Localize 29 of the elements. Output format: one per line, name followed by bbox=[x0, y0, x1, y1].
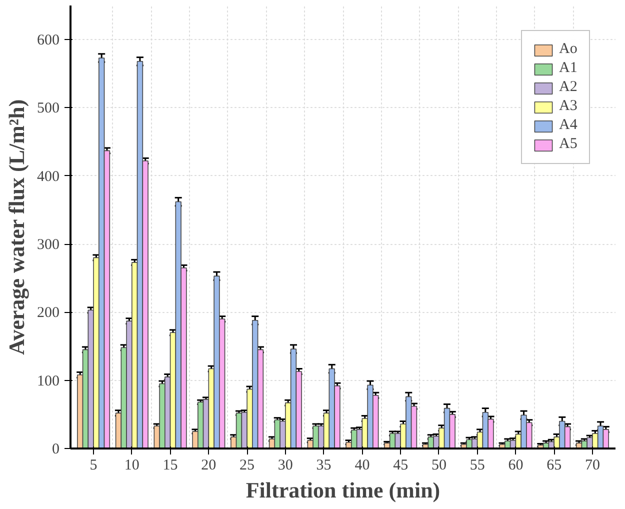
y-tick-label: 400 bbox=[37, 168, 60, 185]
x-axis-title: Filtration time (min) bbox=[246, 478, 440, 502]
x-tick-label: 65 bbox=[546, 458, 562, 474]
x-tick-label: 15 bbox=[162, 458, 178, 474]
y-axis-title: Average water flux (L/m²h) bbox=[4, 99, 29, 356]
x-tick-label: 35 bbox=[316, 458, 332, 474]
x-tick-label: 55 bbox=[470, 458, 485, 474]
x-tick-label: 5 bbox=[90, 458, 98, 474]
x-tick-label: 10 bbox=[124, 458, 140, 474]
legend-label: A4 bbox=[559, 117, 578, 134]
x-tick-label: 25 bbox=[240, 458, 255, 474]
y-tick-label: 500 bbox=[37, 100, 60, 117]
legend-label: A2 bbox=[559, 79, 578, 96]
x-tick-label: 45 bbox=[393, 458, 408, 474]
x-tick-label: 60 bbox=[508, 458, 524, 474]
x-tick-label: 40 bbox=[354, 458, 370, 474]
y-tick-label: 600 bbox=[37, 32, 60, 49]
legend-label: A5 bbox=[559, 136, 578, 153]
x-tick-label: 50 bbox=[431, 458, 446, 474]
x-tick-label: 70 bbox=[584, 458, 600, 474]
legend-label: A3 bbox=[559, 98, 578, 115]
x-tick-label: 30 bbox=[278, 458, 293, 474]
legend-label: Ao bbox=[559, 41, 578, 58]
y-tick-label: 300 bbox=[37, 237, 60, 254]
x-tick-label: 20 bbox=[201, 458, 216, 474]
y-tick-label: 0 bbox=[52, 442, 60, 458]
y-tick-label: 100 bbox=[37, 373, 60, 390]
y-tick-label: 200 bbox=[37, 305, 60, 322]
legend-label: A1 bbox=[559, 60, 578, 77]
